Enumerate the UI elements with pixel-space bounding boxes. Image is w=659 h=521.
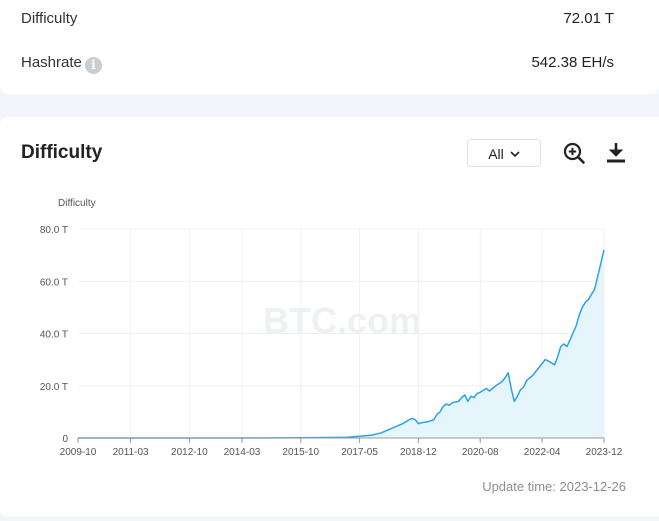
download-icon <box>607 143 625 163</box>
chart-card: Difficulty All Difficulty BTC.com 0 20.0 … <box>0 117 659 517</box>
stat-label-group: Hashrate i <box>21 54 102 74</box>
range-select[interactable]: All <box>467 139 541 167</box>
stat-value: 72.01 T <box>563 10 614 27</box>
info-icon[interactable]: i <box>84 57 102 74</box>
y-tick-label: 20.0 T <box>40 382 68 393</box>
stat-label: Hashrate <box>21 54 82 71</box>
series-line <box>78 249 605 439</box>
difficulty-chart[interactable]: Difficulty BTC.com 0 20.0 T 40.0 T 60.0 T 80… <box>0 117 659 517</box>
y-tick-label: 0 <box>62 434 68 445</box>
stat-row-hashrate: Hashrate i 542.38 EH/s <box>21 54 614 74</box>
y-tick-label: 80.0 T <box>40 225 68 236</box>
download-button[interactable] <box>604 141 628 165</box>
x-tick-label: 2012-10 <box>171 447 208 458</box>
zoom-in-icon <box>563 142 585 164</box>
x-tick-label: 2022-04 <box>524 447 561 458</box>
x-tick-label: 2009-10 <box>60 447 97 458</box>
watermark: BTC.com <box>263 300 421 341</box>
update-time: Update time: 2023-12-26 <box>482 479 626 494</box>
chevron-down-icon <box>510 140 520 166</box>
stat-row-difficulty: Difficulty 72.01 T <box>21 10 614 30</box>
y-tick-label: 60.0 T <box>40 277 68 288</box>
series-area <box>78 249 604 438</box>
x-tick-label: 2018-12 <box>400 447 437 458</box>
chart-card-title: Difficulty <box>21 142 103 163</box>
stat-value: 542.38 EH/s <box>531 54 614 71</box>
x-tick-label: 2017-05 <box>341 447 378 458</box>
y-tick-label: 40.0 T <box>40 330 68 341</box>
x-tick-label: 2015-10 <box>282 447 319 458</box>
series-layer <box>78 249 605 439</box>
zoom-in-button[interactable] <box>562 141 586 165</box>
x-tick-label: 2023-12 <box>586 447 623 458</box>
stats-card: Difficulty 72.01 T Hashrate i 542.38 EH/s <box>0 0 659 94</box>
x-tick-label: 2011-03 <box>113 447 149 458</box>
range-select-value: All <box>488 146 504 162</box>
x-tick-label: 2020-08 <box>462 447 499 458</box>
x-tick-label: 2014-03 <box>224 447 261 458</box>
y-axis-label: Difficulty <box>58 198 96 209</box>
tick-layer: 0 20.0 T 40.0 T 60.0 T 80.0 T 2009-10 2011-03 2… <box>40 225 623 458</box>
stat-label: Difficulty <box>21 10 78 27</box>
